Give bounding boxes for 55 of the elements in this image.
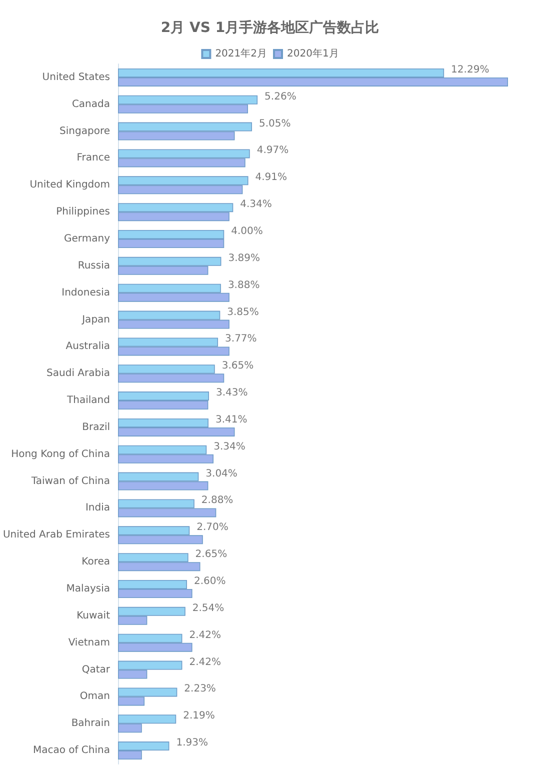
- data-label: 3.43%: [216, 388, 248, 399]
- data-label: 4.91%: [255, 172, 288, 184]
- y-tick-label: Hong Kong of China: [11, 448, 110, 460]
- data-label: 2.42%: [189, 656, 221, 668]
- data-label: 3.65%: [222, 360, 254, 372]
- data-label: 2.19%: [183, 710, 215, 722]
- data-label: 3.34%: [214, 441, 246, 452]
- data-label: 2.60%: [194, 576, 226, 587]
- y-tick-label: Brazil: [82, 422, 110, 433]
- y-tick-label: Taiwan of China: [30, 476, 110, 487]
- data-label: 2.65%: [195, 549, 228, 560]
- data-label: 3.85%: [227, 306, 259, 318]
- legend-label: 2021年2月: [215, 48, 267, 60]
- data-label: 2.54%: [192, 602, 224, 614]
- y-tick-label: Vietnam: [68, 637, 110, 648]
- data-label: 2.70%: [196, 522, 228, 534]
- data-label: 4.34%: [240, 199, 272, 210]
- data-label: 3.04%: [206, 468, 238, 480]
- data-label: 3.41%: [215, 414, 248, 426]
- data-label: 12.29%: [451, 64, 490, 76]
- data-label: 3.89%: [228, 252, 260, 264]
- y-tick-label: Singapore: [60, 126, 110, 137]
- chart-title: 2月 VS 1月手游各地区广告数占比: [160, 19, 380, 36]
- data-label: 2.88%: [201, 495, 234, 506]
- data-label: 3.88%: [228, 280, 260, 291]
- data-label: 5.26%: [264, 91, 296, 102]
- y-tick-label: Indonesia: [62, 287, 110, 298]
- y-tick-label: Japan: [81, 314, 110, 326]
- y-tick-label: Philippines: [56, 206, 110, 218]
- y-tick-label: Russia: [78, 260, 110, 272]
- y-tick-label: Thailand: [66, 395, 110, 406]
- y-tick-label: France: [76, 152, 110, 164]
- data-label: 4.00%: [231, 226, 263, 237]
- data-label: 1.93%: [176, 738, 208, 749]
- y-tick-label: Australia: [66, 341, 110, 352]
- y-tick-label: Qatar: [82, 664, 111, 676]
- y-tick-label: Oman: [80, 691, 110, 702]
- data-label: 5.05%: [258, 118, 291, 130]
- y-tick-label: Saudi Arabia: [46, 368, 110, 380]
- y-tick-label: United Kingdom: [30, 180, 110, 191]
- y-tick-label: India: [85, 502, 110, 514]
- data-label: 4.97%: [256, 145, 289, 156]
- y-tick-label: Malaysia: [66, 584, 110, 594]
- data-label: 2.23%: [184, 684, 216, 695]
- y-tick-label: United States: [42, 72, 110, 83]
- y-tick-label: Macao of China: [32, 745, 110, 756]
- legend-label: 2020年1月: [287, 48, 339, 60]
- y-tick-label: United Arab Emirates: [2, 530, 110, 541]
- y-tick-label: Germany: [64, 234, 110, 244]
- y-tick-label: Canada: [72, 98, 110, 110]
- y-tick-label: Korea: [82, 556, 110, 568]
- y-tick-label: Bahrain: [71, 718, 110, 730]
- data-label: 2.42%: [189, 630, 221, 641]
- data-label: 3.77%: [225, 334, 257, 345]
- y-tick-label: Kuwait: [76, 610, 110, 622]
